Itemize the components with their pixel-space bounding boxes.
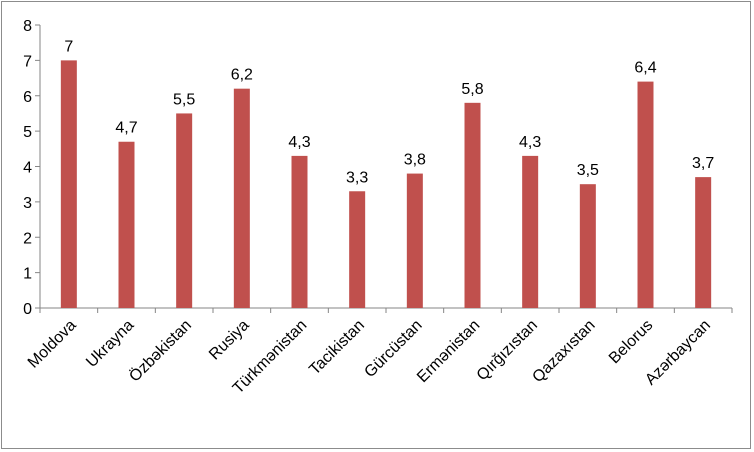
bar bbox=[464, 102, 481, 308]
y-axis: 0 1 2 3 4 5 6 7 8 bbox=[23, 18, 41, 318]
bar bbox=[176, 113, 193, 308]
category-label: Rusiya bbox=[206, 317, 253, 364]
bar bbox=[349, 191, 366, 308]
data-label: 7 bbox=[64, 38, 73, 55]
data-label: 4,3 bbox=[519, 134, 541, 151]
bar bbox=[522, 155, 539, 308]
category-label: Ukrayna bbox=[83, 317, 137, 371]
y-tick-label: 1 bbox=[23, 266, 32, 283]
bar bbox=[233, 88, 250, 308]
y-tick-label: 8 bbox=[23, 18, 32, 35]
data-label: 5,5 bbox=[173, 91, 195, 108]
category-label: Ermənistan bbox=[414, 317, 483, 386]
data-label: 3,3 bbox=[346, 169, 368, 186]
category-label: Moldova bbox=[25, 317, 80, 372]
data-label: 5,8 bbox=[461, 81, 483, 98]
bar bbox=[637, 81, 654, 308]
y-tick-label: 0 bbox=[23, 301, 32, 318]
bar bbox=[60, 60, 77, 308]
data-label: 3,8 bbox=[404, 152, 426, 169]
category-label: Belorus bbox=[606, 317, 656, 367]
category-label: Qazaxıstan bbox=[529, 317, 598, 386]
bar bbox=[291, 155, 308, 308]
data-label: 3,7 bbox=[692, 155, 714, 172]
data-label: 6,4 bbox=[634, 60, 656, 77]
data-labels: 7 4,7 5,5 6,2 4,3 3,3 3,8 5,8 4,3 3,5 6,4 3,7 bbox=[64, 38, 714, 186]
category-label: Tacikistan bbox=[306, 317, 368, 379]
data-label: 6,2 bbox=[231, 67, 253, 84]
bar bbox=[579, 184, 596, 308]
data-label: 4,3 bbox=[288, 134, 310, 151]
bar bbox=[695, 177, 712, 308]
bar bbox=[118, 141, 135, 308]
y-tick-label: 7 bbox=[23, 53, 32, 70]
y-tick-label: 4 bbox=[23, 160, 32, 177]
y-tick-label: 6 bbox=[23, 89, 32, 106]
bar bbox=[406, 173, 423, 308]
category-label: Özbəkistan bbox=[126, 316, 195, 385]
y-tick-label: 3 bbox=[23, 195, 32, 212]
data-label: 3,5 bbox=[577, 162, 599, 179]
x-axis bbox=[39, 307, 733, 313]
bars bbox=[60, 60, 712, 308]
y-tick-label: 2 bbox=[23, 230, 32, 247]
y-tick-label: 5 bbox=[23, 124, 32, 141]
data-label: 4,7 bbox=[115, 120, 137, 137]
